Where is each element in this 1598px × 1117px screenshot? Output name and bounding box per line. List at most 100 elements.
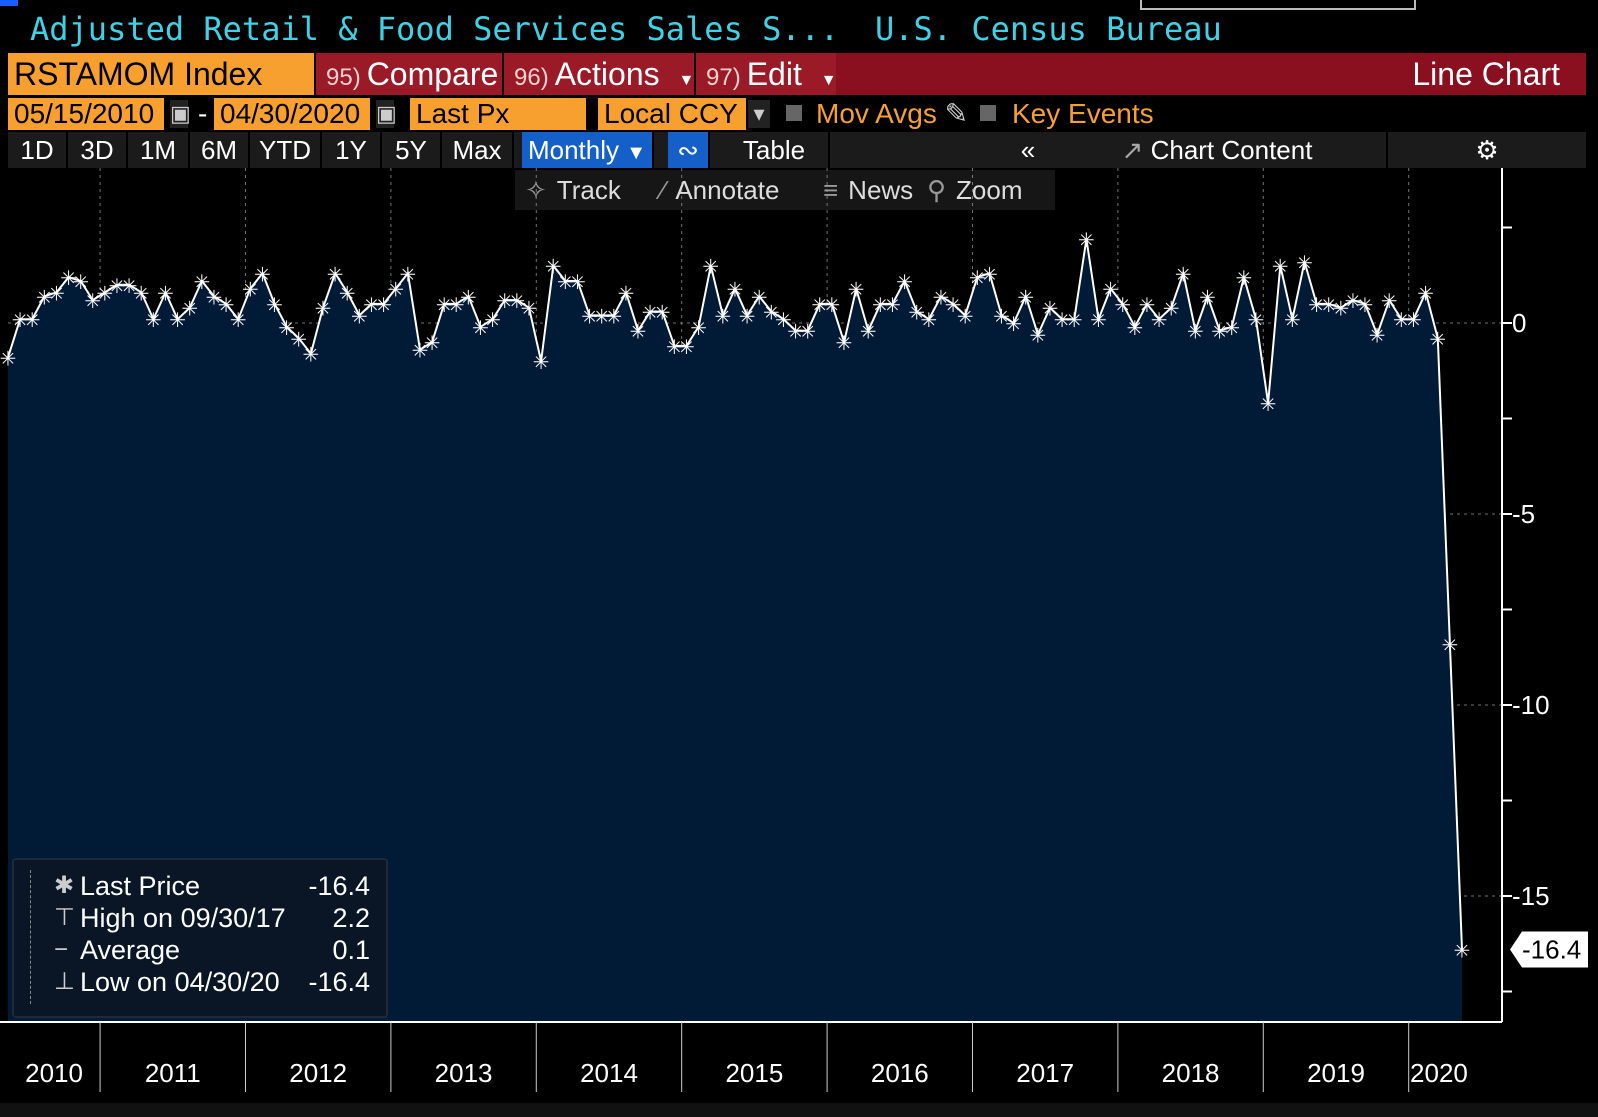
- period-1d[interactable]: 1D: [8, 132, 68, 168]
- data-point: ✳: [1357, 293, 1374, 317]
- zoom-button[interactable]: ⚲ Zoom: [927, 175, 1023, 205]
- data-point: ✳: [642, 301, 659, 325]
- annotate-button[interactable]: ∕ Annotate: [661, 175, 780, 205]
- legend-low: ⊥ Low on 04/30/20 -16.4: [54, 967, 370, 997]
- x-tick-label: 2015: [725, 1058, 783, 1088]
- data-point: ✳: [896, 270, 913, 294]
- x-axis: 2010 2011 2012 2013 2014 2015 2016 2017 2018 2019…: [0, 1022, 1598, 1117]
- data-point: ✳: [315, 297, 332, 321]
- data-point: ✳: [1187, 320, 1204, 344]
- calendar-icon[interactable]: ▣: [376, 100, 397, 128]
- data-point: ✳: [1405, 308, 1422, 332]
- chevron-down-icon: ▼: [678, 72, 695, 89]
- period-ytd[interactable]: YTD: [250, 132, 322, 168]
- mov-avgs-label[interactable]: Mov Avgs ✎: [816, 98, 969, 129]
- data-point: ✳: [1102, 278, 1119, 302]
- compare-label: Compare: [366, 56, 499, 92]
- key-events-checkbox[interactable]: [980, 105, 996, 121]
- compare-button[interactable]: 95) Compare: [314, 53, 502, 95]
- data-point: ✳: [1151, 308, 1168, 332]
- y-tick-label: 0: [1512, 308, 1526, 338]
- period-max[interactable]: Max: [442, 132, 514, 168]
- field-selector[interactable]: Last Px: [410, 98, 586, 130]
- chevron-down-icon: ▼: [820, 72, 837, 89]
- data-point: ✳: [1030, 323, 1047, 347]
- data-point: ✳: [339, 281, 356, 305]
- data-point: ✳: [1175, 262, 1192, 286]
- last-value-tag: -16.4: [1510, 931, 1588, 968]
- edit-button[interactable]: 97) Edit ▼: [694, 53, 837, 95]
- data-point: ✳: [496, 289, 513, 313]
- data-point: ✳: [1260, 392, 1277, 416]
- data-point: ✳: [436, 293, 453, 317]
- data-point: ✳: [1114, 293, 1131, 317]
- data-point: ✳: [1393, 308, 1410, 332]
- pencil-icon[interactable]: ✎: [944, 98, 969, 129]
- data-point: ✳: [351, 304, 368, 328]
- data-point: ✳: [593, 304, 610, 328]
- chevron-down-icon: ▼: [626, 142, 647, 164]
- x-tick-label: 2010: [25, 1058, 83, 1088]
- data-point: ✳: [920, 308, 937, 332]
- frequency-dropdown[interactable]: Monthly ▼: [522, 132, 654, 168]
- mov-avgs-checkbox[interactable]: [786, 105, 802, 121]
- end-date-input[interactable]: 04/30/2020: [214, 98, 370, 130]
- data-point: ✳: [521, 297, 538, 321]
- data-point: ✳: [1042, 297, 1059, 321]
- ticker-field[interactable]: RSTAMOM Index: [8, 53, 314, 95]
- data-point: ✳: [1066, 308, 1083, 332]
- data-point: ✳: [884, 293, 901, 317]
- legend-average: − Average 0.1: [54, 935, 370, 965]
- line-chart-icon[interactable]: ∾: [668, 132, 710, 168]
- data-point: ✳: [303, 343, 320, 367]
- y-axis: 0 -5 -10 -15: [0, 168, 1550, 1023]
- key-events-label[interactable]: Key Events: [1012, 98, 1154, 129]
- data-point: ✳: [363, 293, 380, 317]
- data-point: ✳: [751, 285, 768, 309]
- data-point: ✳: [278, 316, 295, 340]
- period-5y[interactable]: 5Y: [382, 132, 442, 168]
- x-tick-label: 2018: [1162, 1058, 1220, 1088]
- collapse-icon[interactable]: «: [1020, 135, 1036, 165]
- period-3d[interactable]: 3D: [68, 132, 128, 168]
- data-point: ✳: [145, 308, 162, 332]
- start-date-input[interactable]: 05/15/2010: [8, 98, 164, 130]
- data-point: ✳: [399, 262, 416, 286]
- asterisk-icon: ✱: [54, 872, 75, 899]
- legend-last-price: ✱ Last Price -16.4: [54, 871, 370, 901]
- data-point: ✳: [581, 304, 598, 328]
- data-point: ✳: [957, 304, 974, 328]
- news-button[interactable]: ≡ News: [823, 175, 914, 205]
- annotate-icon: ∕: [661, 175, 666, 205]
- chart-content-label: Chart Content: [1150, 135, 1313, 165]
- chevron-down-icon[interactable]: ▾: [748, 100, 770, 128]
- data-point: ✳: [545, 255, 562, 279]
- data-point: ✳: [387, 278, 404, 302]
- data-point: ✳: [799, 320, 816, 344]
- actions-button[interactable]: 96) Actions ▼: [502, 53, 694, 95]
- date-separator: -: [198, 98, 208, 129]
- period-6m[interactable]: 6M: [190, 132, 250, 168]
- data-point: ✳: [0, 346, 16, 370]
- data-point: ✳: [1223, 316, 1240, 340]
- data-point: ✳: [533, 350, 550, 374]
- data-point: ✳: [460, 285, 477, 309]
- low-marker-icon: ⊥: [54, 968, 75, 995]
- command-bar: RSTAMOM Index 95) Compare 96) Actions ▼ 97…: [8, 53, 1586, 95]
- period-1m[interactable]: 1M: [128, 132, 190, 168]
- period-1y[interactable]: 1Y: [322, 132, 382, 168]
- data-point: ✳: [230, 308, 247, 332]
- gear-icon[interactable]: ⚙: [1475, 135, 1499, 165]
- currency-selector[interactable]: Local CCY: [598, 98, 746, 130]
- data-point: ✳: [1236, 266, 1253, 290]
- chart-type-label[interactable]: Line Chart: [1412, 56, 1560, 92]
- data-point: ✳: [727, 278, 744, 302]
- data-point: ✳: [327, 262, 344, 286]
- line-chart[interactable]: ✳✳✳✳✳✳✳✳✳✳✳✳✳✳✳✳✳✳✳✳✳✳✳✳✳✳✳✳✳✳✳✳✳✳✳✳✳✳✳✳…: [0, 168, 1598, 1117]
- table-button[interactable]: Table: [720, 132, 830, 168]
- data-point: ✳: [1429, 327, 1446, 351]
- chart-content-button[interactable]: ↗ Chart Content: [1048, 132, 1388, 168]
- calendar-icon[interactable]: ▣: [170, 100, 191, 128]
- data-point: ✳: [1005, 312, 1022, 336]
- data-point: ✳: [1442, 633, 1459, 657]
